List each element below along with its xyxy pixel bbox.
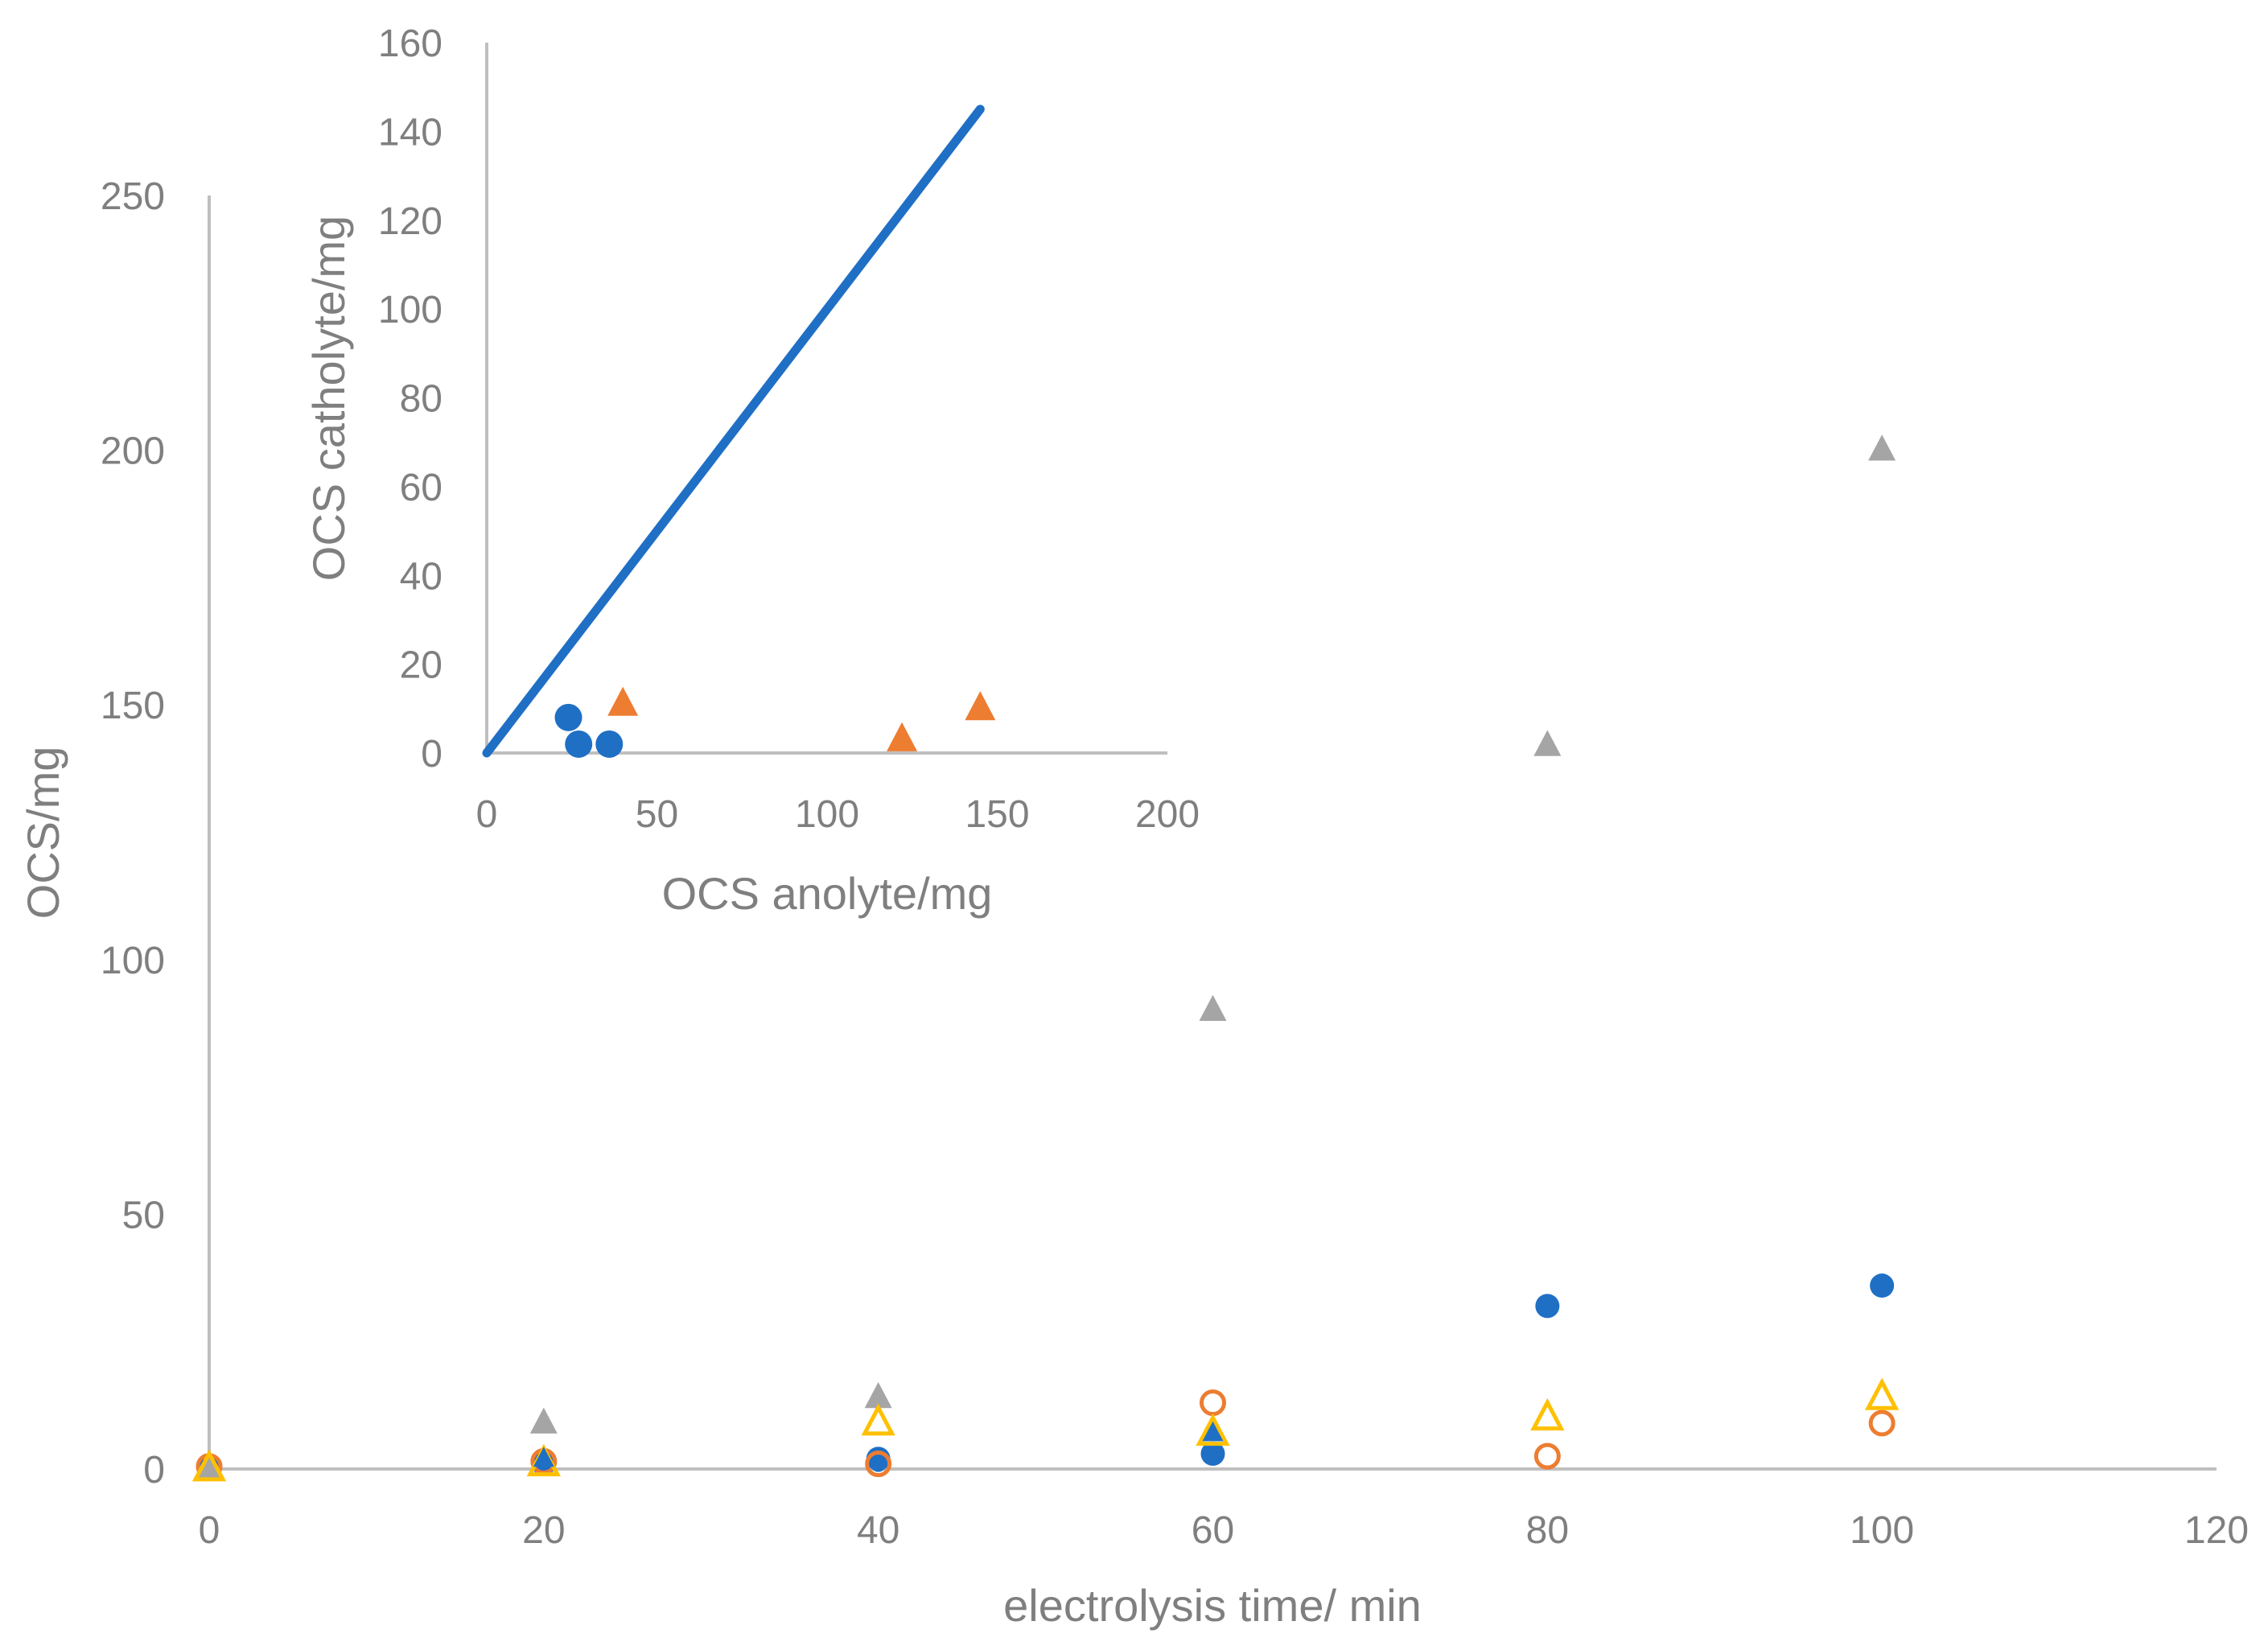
- inset-x-tick-label: 50: [636, 793, 678, 836]
- inset-tick-labels: 0 50 100 150 200 0 20 40 60 80 100 120 140 160: [378, 23, 1200, 836]
- main-data-point: [864, 1381, 892, 1409]
- inset-plot: 0 50 100 150 200 0 20 40 60 80 100 120 140 160 OCS an…: [303, 23, 1200, 919]
- main-data-point: [1868, 434, 1896, 461]
- inset-y-axis-title: OCS catholyte/mg: [303, 216, 354, 581]
- main-x-tick-label: 120: [2184, 1509, 2249, 1552]
- main-data-point: [529, 1407, 558, 1434]
- main-data-point: [1196, 1413, 1230, 1446]
- main-data-point: [191, 1449, 227, 1482]
- inset-y-tick-label: 20: [400, 644, 442, 687]
- main-data-point: [1530, 1397, 1565, 1431]
- main-x-tick-label: 80: [1526, 1509, 1569, 1552]
- inset-y-tick-label: 0: [421, 733, 442, 776]
- inset-y-tick-label: 60: [400, 467, 442, 509]
- inset-data-point: [595, 730, 624, 758]
- inset-y-tick-label: 80: [400, 378, 442, 421]
- main-data-point: [865, 1450, 892, 1478]
- inset-data-point: [554, 703, 582, 731]
- inset-x-axis-title: OCS anolyte/mg: [662, 868, 993, 919]
- main-data-point: [196, 1453, 223, 1479]
- inset-data-point: [887, 722, 918, 751]
- inset-x-tick-label: 0: [476, 793, 498, 836]
- inset-x-tick-label: 200: [1135, 793, 1200, 836]
- main-x-tick-label: 20: [522, 1509, 565, 1552]
- main-y-tick-label: 200: [101, 430, 165, 473]
- main-y-tick-label: 150: [101, 685, 165, 727]
- main-y-axis-title: OCS/mg: [18, 747, 68, 920]
- main-data-point: [1533, 730, 1562, 756]
- main-y-tick-label: 50: [122, 1194, 165, 1236]
- main-data-point: [1865, 1377, 1900, 1410]
- main-data-point: [861, 1403, 895, 1436]
- inset-trend-line: [482, 105, 985, 758]
- inset-data-point: [965, 691, 996, 721]
- main-x-axis-title: electrolysis time/ min: [1003, 1580, 1422, 1631]
- main-x-tick-label: 40: [857, 1509, 899, 1552]
- main-y-tick-label: 100: [101, 940, 165, 982]
- main-data-point: [1533, 1442, 1561, 1470]
- inset-x-tick-label: 150: [965, 793, 1029, 836]
- inset-y-tick-label: 160: [378, 23, 442, 65]
- main-data-point: [1868, 1409, 1895, 1437]
- inset-data-point: [565, 730, 593, 758]
- inset-y-tick-label: 40: [400, 555, 442, 598]
- main-data-point: [1200, 1389, 1226, 1417]
- main-x-tick-label: 0: [199, 1509, 220, 1552]
- main-data-points: [191, 434, 1900, 1482]
- inset-x-tick-label: 100: [795, 793, 859, 836]
- main-x-tick-label: 100: [1850, 1509, 1914, 1552]
- main-data-point: [1200, 1442, 1225, 1467]
- main-data-point: [870, 1455, 887, 1472]
- main-data-point: [533, 1446, 554, 1467]
- main-y-tick-label: 0: [143, 1449, 165, 1492]
- inset-y-tick-label: 100: [378, 289, 442, 331]
- main-data-point: [1199, 994, 1227, 1022]
- inset-data-points: [482, 105, 996, 758]
- inset-data-point: [607, 686, 639, 716]
- main-y-tick-label: 250: [101, 175, 165, 218]
- main-data-point: [1870, 1274, 1895, 1298]
- main-x-tick-label: 60: [1192, 1509, 1234, 1552]
- inset-y-tick-label: 120: [378, 200, 442, 243]
- main-data-point: [1202, 1421, 1224, 1442]
- main-data-point: [1535, 1294, 1560, 1319]
- inset-y-tick-label: 140: [378, 111, 442, 154]
